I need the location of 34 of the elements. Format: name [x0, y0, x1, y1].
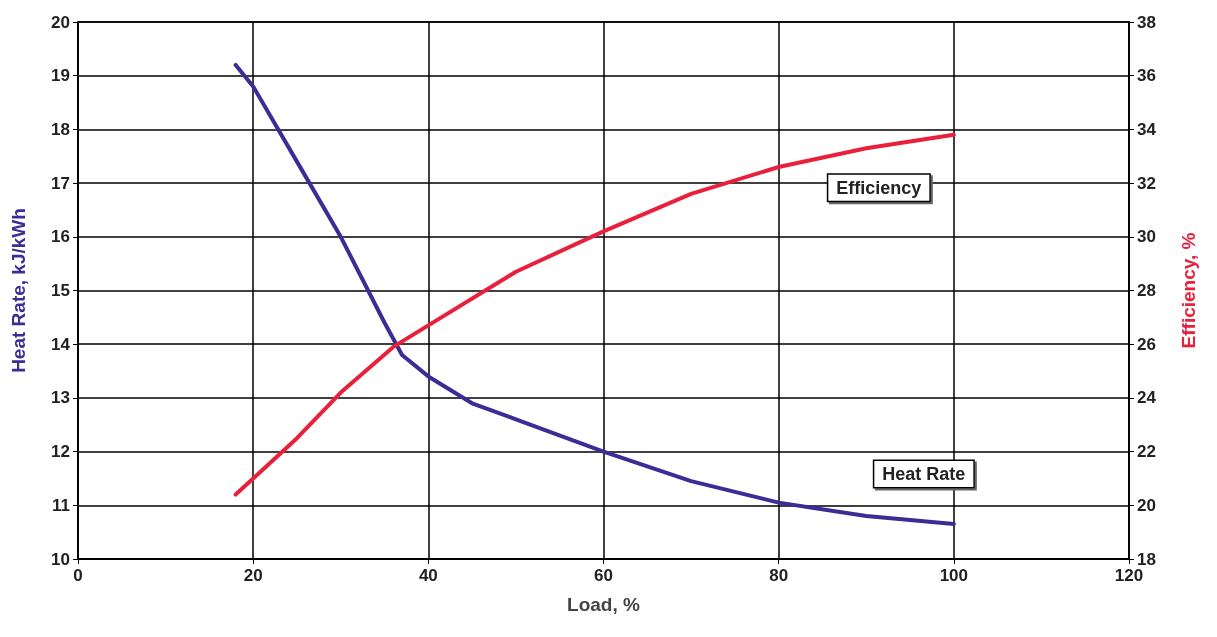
y-axis-title: Heat Rate, kJ/kWh — [8, 208, 29, 373]
y2-tick-label: 24 — [1137, 388, 1157, 408]
x-tick-label: 60 — [594, 566, 613, 585]
y-tick-label: 16 — [51, 227, 70, 247]
y2-tick-label: 26 — [1137, 334, 1156, 354]
y-tick-label: 20 — [51, 12, 70, 32]
y2-tick-label: 18 — [1137, 549, 1156, 569]
y-tick-label: 15 — [51, 281, 70, 300]
x-tick-label: 100 — [939, 566, 969, 585]
y2-tick-label: 30 — [1137, 227, 1156, 247]
y-tick-label: 17 — [51, 173, 70, 193]
x-tick-label: 80 — [769, 566, 789, 585]
y-tick-label: 18 — [51, 119, 70, 139]
x-tick-label: 20 — [243, 566, 263, 585]
y2-tick-label: 28 — [1137, 281, 1156, 300]
y-tick-label: 19 — [51, 66, 70, 86]
x-tick-label: 0 — [73, 566, 83, 585]
y-tick-label: 13 — [51, 388, 70, 408]
y-tick-label: 14 — [51, 334, 71, 354]
y2-tick-label: 36 — [1137, 66, 1156, 86]
y2-axis-title: Efficiency, % — [1178, 232, 1199, 349]
y2-tick-label: 38 — [1137, 12, 1156, 32]
y-tick-label: 12 — [51, 442, 70, 462]
x-tick-label: 120 — [1114, 566, 1144, 585]
y2-tick-label: 32 — [1137, 173, 1156, 193]
series-label: Heat Rate — [882, 464, 966, 485]
y2-tick-label: 20 — [1137, 495, 1156, 515]
y2-tick-label: 22 — [1137, 442, 1156, 462]
y-tick-label: 11 — [52, 495, 70, 515]
y2-tick-label: 34 — [1137, 119, 1157, 139]
series-label: Efficiency — [836, 177, 922, 198]
y-tick-label: 10 — [51, 549, 70, 569]
x-axis-title: Load, % — [567, 594, 641, 615]
x-tick-label: 40 — [418, 566, 438, 585]
